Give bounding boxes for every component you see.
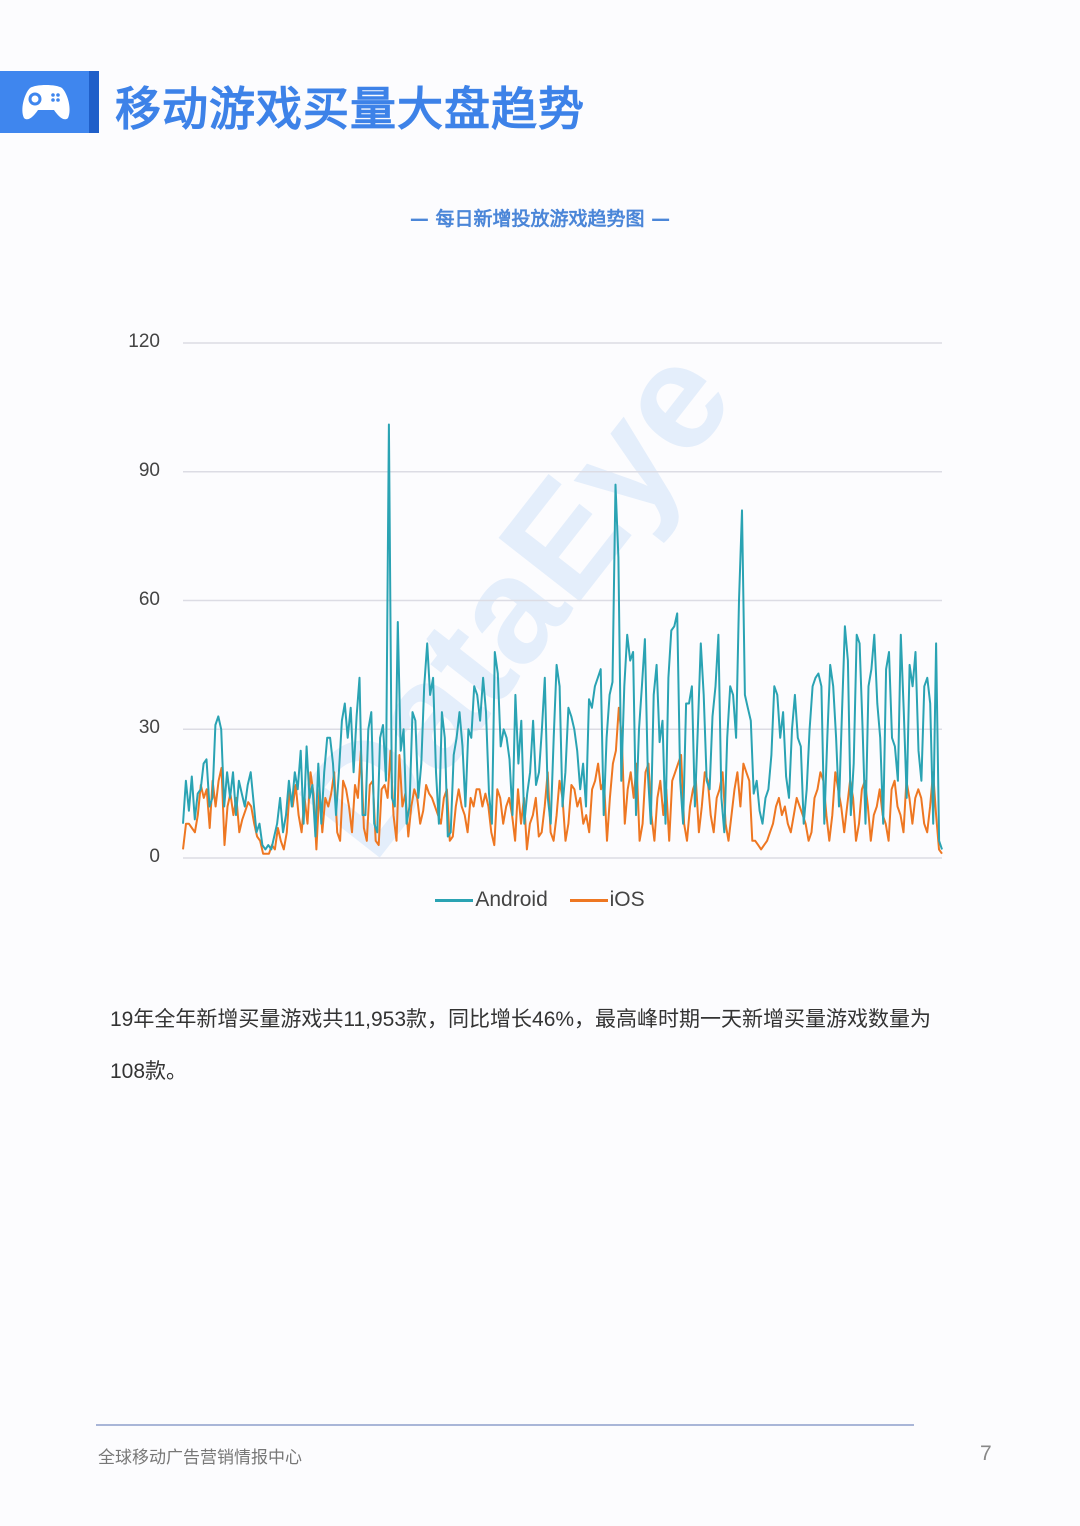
page-number: 7	[980, 1442, 992, 1465]
footer-text: 全球移动广告营销情报中心	[98, 1448, 302, 1467]
series-android	[182, 423, 943, 851]
header-accent-edge	[89, 71, 99, 133]
legend-android-swatch	[435, 898, 474, 902]
legend-android-label: Android	[475, 888, 548, 911]
page-title: 移动游戏买量大盘趋势	[115, 82, 585, 136]
y-tick-label: 120	[128, 331, 160, 352]
summary-paragraph: 19年全年新增买量游戏共11,953款，同比增长46%，最高峰时期一天新增买量游…	[110, 1008, 932, 1083]
y-tick-label: 60	[138, 588, 160, 610]
gamepad-icon	[22, 85, 70, 120]
legend-ios-swatch	[569, 898, 608, 902]
legend-ios: iOS	[569, 888, 645, 912]
y-tick-label: 0	[149, 846, 160, 867]
y-tick-label: 30	[138, 717, 160, 739]
legend-android: Android	[435, 888, 548, 912]
line-chart: DataEye	[182, 315, 943, 885]
chart-series	[182, 423, 943, 855]
legend-ios-label: iOS	[609, 888, 645, 911]
chart-title: — 每日新增投放游戏趋势图 —	[409, 208, 671, 230]
chart-gridlines	[183, 342, 942, 859]
y-tick-label: 90	[138, 459, 160, 481]
footer-divider	[96, 1424, 914, 1426]
chart-legend: Android iOS	[0, 888, 1080, 912]
